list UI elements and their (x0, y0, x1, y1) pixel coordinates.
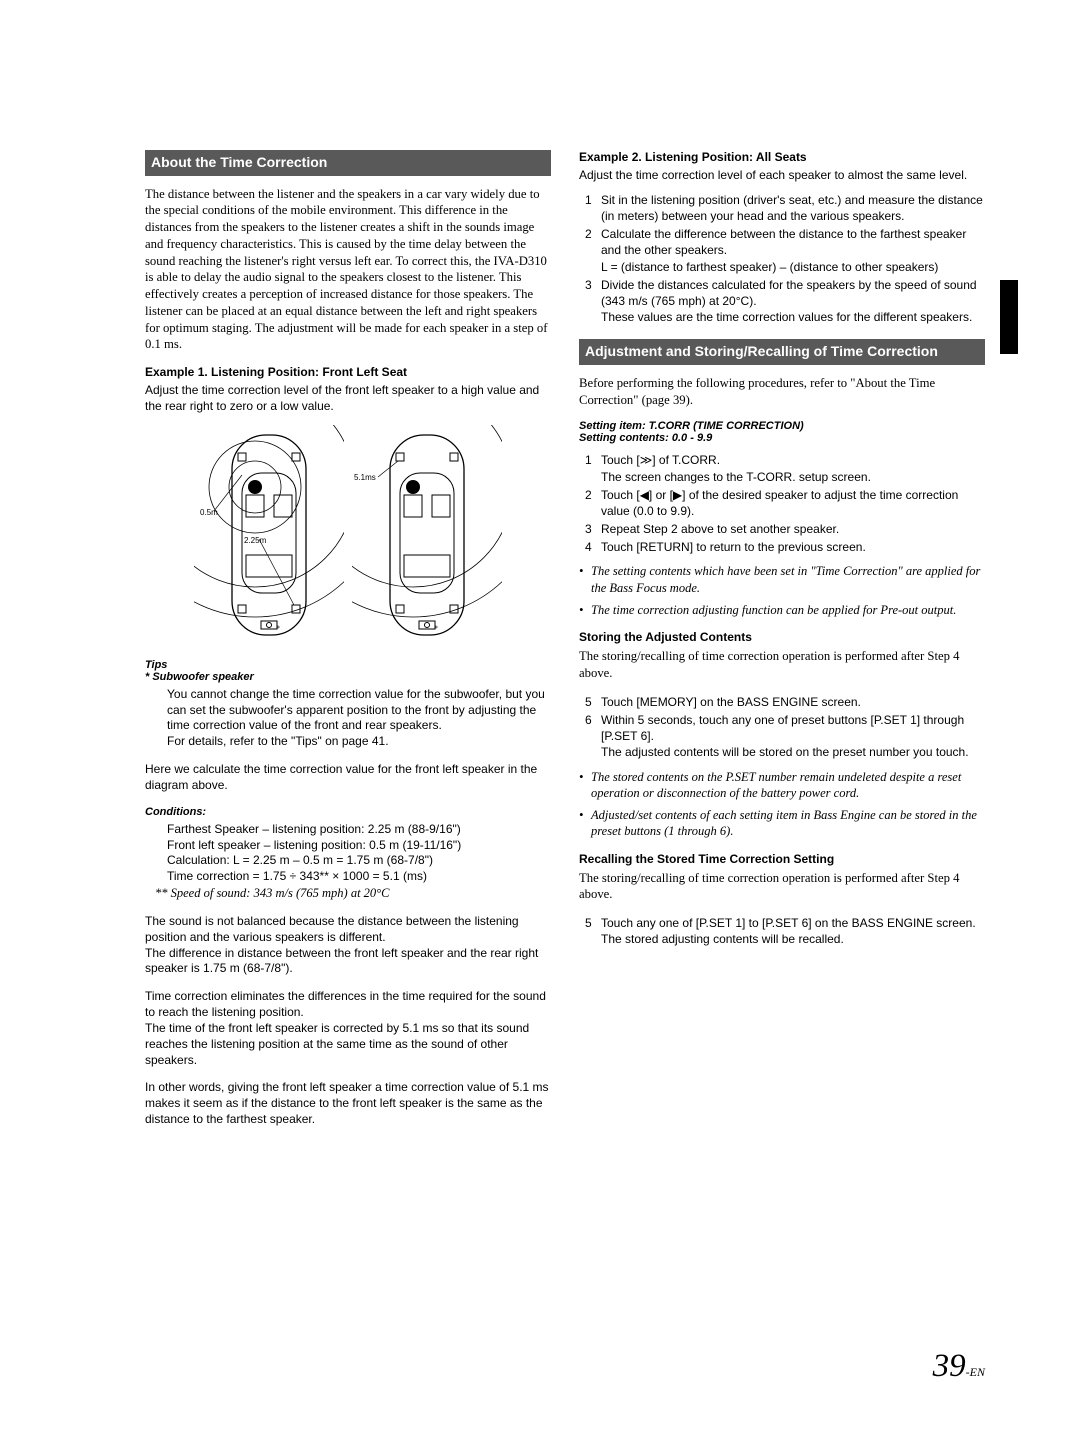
list-item: 1Sit in the listening position (driver's… (601, 192, 985, 224)
recalling-heading: Recalling the Stored Time Correction Set… (579, 852, 985, 866)
svg-text:*: * (276, 624, 280, 633)
explain-p2: Time correction eliminates the differenc… (145, 989, 551, 1068)
storing-steps: 5Touch [MEMORY] on the BASS ENGINE scree… (579, 694, 985, 761)
storing-notes: The stored contents on the P.SET number … (579, 769, 985, 840)
example1-title: Example 1. Listening Position: Front Lef… (145, 365, 551, 379)
section-header-time-correction: About the Time Correction (145, 150, 551, 176)
right-column: Example 2. Listening Position: All Seats… (579, 150, 985, 1128)
car-diagram-left: 0.5m 2.25m * (194, 425, 344, 645)
recalling-intro: The storing/recalling of time correction… (579, 870, 985, 904)
list-item: 3Repeat Step 2 above to set another spea… (601, 521, 985, 537)
explain-p1: The sound is not balanced because the di… (145, 914, 551, 977)
conditions-note: ** Speed of sound: 343 m/s (765 mph) at … (145, 885, 551, 902)
list-item: 5Touch [MEMORY] on the BASS ENGINE scree… (601, 694, 985, 710)
page-number-suffix: -EN (966, 1365, 985, 1379)
list-item: 5Touch any one of [P.SET 1] to [P.SET 6]… (601, 915, 985, 947)
list-item: The stored contents on the P.SET number … (591, 769, 985, 802)
car-diagram-right: 5.1ms * (352, 425, 502, 645)
list-item: 2Calculate the difference between the di… (601, 226, 985, 275)
page-number: 39-EN (933, 1348, 985, 1385)
storing-intro: The storing/recalling of time correction… (579, 648, 985, 682)
list-item: The setting contents which have been set… (591, 563, 985, 596)
tips-subwoofer: * Subwoofer speaker (145, 671, 551, 683)
tcorr-notes: The setting contents which have been set… (579, 563, 985, 618)
svg-text:2.25m: 2.25m (244, 536, 267, 545)
tips-body: You cannot change the time correction va… (145, 687, 551, 750)
svg-text:5.1ms: 5.1ms (354, 473, 376, 482)
setting-item-line2: Setting contents: 0.0 - 9.9 (579, 432, 985, 444)
list-item: 1Touch [≫] of T.CORR. The screen changes… (601, 452, 985, 484)
calc-intro: Here we calculate the time correction va… (145, 762, 551, 794)
explain-p3: In other words, giving the front left sp… (145, 1080, 551, 1127)
side-tab (1000, 280, 1018, 354)
svg-text:*: * (434, 624, 438, 633)
left-column: About the Time Correction The distance b… (145, 150, 551, 1128)
storing-heading: Storing the Adjusted Contents (579, 630, 985, 644)
list-item: 2Touch [◀] or [▶] of the desired speaker… (601, 487, 985, 519)
intro-paragraph: The distance between the listener and th… (145, 186, 551, 354)
conditions-lines: Farthest Speaker – listening position: 2… (145, 822, 551, 885)
recalling-steps: 5Touch any one of [P.SET 1] to [P.SET 6]… (579, 915, 985, 947)
adjustment-intro: Before performing the following procedur… (579, 375, 985, 409)
list-item: 6Within 5 seconds, touch any one of pres… (601, 712, 985, 761)
list-item: 4Touch [RETURN] to return to the previou… (601, 539, 985, 555)
page-number-value: 39 (933, 1348, 966, 1384)
list-item: 3Divide the distances calculated for the… (601, 277, 985, 326)
example2-steps: 1Sit in the listening position (driver's… (579, 192, 985, 326)
setting-item-line1: Setting item: T.CORR (TIME CORRECTION) (579, 420, 985, 432)
list-item: Adjusted/set contents of each setting it… (591, 807, 985, 840)
example2-subtitle: Adjust the time correction level of each… (579, 168, 985, 184)
list-item: The time correction adjusting function c… (591, 602, 985, 618)
content-columns: About the Time Correction The distance b… (145, 150, 985, 1128)
car-diagram: 0.5m 2.25m * (145, 425, 551, 645)
tcorr-steps: 1Touch [≫] of T.CORR. The screen changes… (579, 452, 985, 555)
example2-title: Example 2. Listening Position: All Seats (579, 150, 985, 164)
tips-heading: Tips (145, 659, 551, 671)
section-header-adjustment: Adjustment and Storing/Recalling of Time… (579, 339, 985, 365)
conditions-heading: Conditions: (145, 806, 551, 818)
example1-subtitle: Adjust the time correction level of the … (145, 383, 551, 415)
